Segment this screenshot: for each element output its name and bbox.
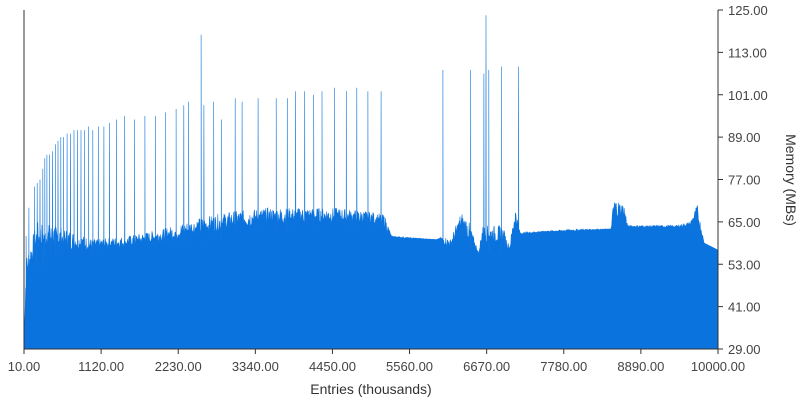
y-axis-title: Memory (MBs)	[783, 134, 799, 226]
x-axis-ticks: 10.00 1120.00 2230.00 3340.00 4450.00 5560.00…	[8, 349, 745, 374]
x-tick-label: 2230.00	[155, 359, 202, 374]
x-tick-label: 10.00	[8, 359, 41, 374]
y-tick-label: 29.00	[728, 342, 761, 357]
x-tick-label: 3340.00	[232, 359, 279, 374]
x-tick-label: 7780.00	[540, 359, 587, 374]
x-tick-label: 6670.00	[463, 359, 510, 374]
memory-area-series	[23, 15, 719, 350]
x-tick-label: 4450.00	[309, 359, 356, 374]
y-tick-label: 53.00	[728, 257, 761, 272]
y-tick-label: 89.00	[728, 130, 761, 145]
y-tick-label: 77.00	[728, 173, 761, 188]
x-tick-label: 5560.00	[386, 359, 433, 374]
y-tick-label: 41.00	[728, 300, 761, 315]
x-tick-label: 8890.00	[617, 359, 664, 374]
y-tick-label: 125.00	[728, 3, 768, 18]
x-tick-label: 1120.00	[78, 359, 124, 374]
plot-area	[23, 15, 719, 350]
x-tick-label: 10000.00	[691, 359, 745, 374]
y-tick-label: 113.00	[728, 45, 767, 60]
y-axis-ticks: 29.00 41.00 53.00 65.00 77.00 89.00 101.00 113.…	[718, 3, 768, 357]
y-tick-label: 101.00	[728, 88, 768, 103]
x-axis-title: Entries (thousands)	[310, 381, 431, 397]
y-tick-label: 65.00	[728, 215, 761, 230]
